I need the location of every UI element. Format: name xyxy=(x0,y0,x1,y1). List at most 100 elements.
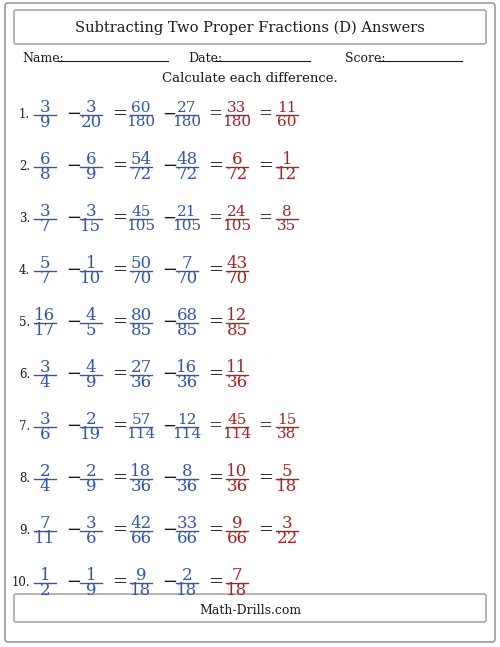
Text: 8.: 8. xyxy=(19,472,30,485)
Text: 2: 2 xyxy=(182,567,192,584)
Text: =: = xyxy=(208,105,222,122)
Text: 60: 60 xyxy=(131,101,151,115)
Text: 12: 12 xyxy=(177,413,197,427)
Text: 114: 114 xyxy=(222,427,252,441)
Text: 15: 15 xyxy=(80,218,102,235)
Text: 8: 8 xyxy=(282,205,292,219)
Text: =: = xyxy=(112,261,127,279)
Text: =: = xyxy=(258,210,272,226)
Text: 60: 60 xyxy=(277,115,297,129)
Text: 33: 33 xyxy=(228,101,246,115)
Text: =: = xyxy=(112,157,127,175)
Text: =: = xyxy=(208,261,223,279)
Text: 18: 18 xyxy=(130,463,152,480)
Text: 6: 6 xyxy=(232,151,242,168)
Text: 180: 180 xyxy=(126,115,156,129)
Text: 22: 22 xyxy=(276,530,297,547)
Text: 9: 9 xyxy=(86,166,96,183)
Text: 45: 45 xyxy=(132,205,150,219)
Text: 3: 3 xyxy=(40,99,50,116)
Text: 7: 7 xyxy=(40,515,50,532)
Text: 9.: 9. xyxy=(19,525,30,538)
Text: =: = xyxy=(112,573,127,591)
Text: 3: 3 xyxy=(40,203,50,220)
Text: 66: 66 xyxy=(226,530,248,547)
Text: 5.: 5. xyxy=(19,316,30,329)
Text: 20: 20 xyxy=(80,114,102,131)
Text: 4: 4 xyxy=(40,478,50,495)
Text: 54: 54 xyxy=(130,151,152,168)
Text: 3: 3 xyxy=(40,359,50,376)
Text: 12: 12 xyxy=(276,166,297,183)
Text: 9: 9 xyxy=(136,567,146,584)
Text: 85: 85 xyxy=(226,322,248,339)
Text: 11: 11 xyxy=(34,530,56,547)
Text: −: − xyxy=(162,521,177,539)
Text: 10: 10 xyxy=(226,463,248,480)
Text: 18: 18 xyxy=(276,478,297,495)
Text: 6: 6 xyxy=(86,151,96,168)
Text: 66: 66 xyxy=(130,530,152,547)
Text: 5: 5 xyxy=(40,255,50,272)
Text: Calculate each difference.: Calculate each difference. xyxy=(162,72,338,85)
Text: =: = xyxy=(112,209,127,227)
Text: 72: 72 xyxy=(226,166,248,183)
Text: −: − xyxy=(66,157,81,175)
Text: −: − xyxy=(66,365,81,383)
Text: 114: 114 xyxy=(126,427,156,441)
Text: =: = xyxy=(208,469,223,487)
Text: 57: 57 xyxy=(132,413,150,427)
Text: 2: 2 xyxy=(40,582,50,599)
Text: 1: 1 xyxy=(282,151,292,168)
Text: 9: 9 xyxy=(232,515,242,532)
Text: Subtracting Two Proper Fractions (D) Answers: Subtracting Two Proper Fractions (D) Ans… xyxy=(75,21,425,35)
Text: Math-Drills.com: Math-Drills.com xyxy=(199,604,301,617)
Text: =: = xyxy=(258,469,273,487)
Text: 72: 72 xyxy=(130,166,152,183)
Text: −: − xyxy=(66,469,81,487)
Text: =: = xyxy=(258,417,272,435)
Text: Name:: Name: xyxy=(22,52,64,65)
Text: 42: 42 xyxy=(130,515,152,532)
Text: 1: 1 xyxy=(40,567,50,584)
Text: 105: 105 xyxy=(126,219,156,233)
Text: 85: 85 xyxy=(176,322,198,339)
Text: −: − xyxy=(66,417,81,435)
Text: 10: 10 xyxy=(80,270,102,287)
Text: 9: 9 xyxy=(86,582,96,599)
Text: =: = xyxy=(112,313,127,331)
Text: 18: 18 xyxy=(226,582,248,599)
Text: =: = xyxy=(258,105,272,122)
Text: =: = xyxy=(112,417,127,435)
Text: 70: 70 xyxy=(176,270,198,287)
Text: Date:: Date: xyxy=(188,52,222,65)
Text: 3: 3 xyxy=(86,203,96,220)
Text: 1: 1 xyxy=(86,567,96,584)
Text: 180: 180 xyxy=(222,115,252,129)
FancyBboxPatch shape xyxy=(5,3,495,642)
Text: 1: 1 xyxy=(86,255,96,272)
Text: −: − xyxy=(66,209,81,227)
Text: −: − xyxy=(162,573,177,591)
Text: 8: 8 xyxy=(182,463,192,480)
Text: 36: 36 xyxy=(176,374,198,391)
Text: 105: 105 xyxy=(172,219,202,233)
Text: 3: 3 xyxy=(40,411,50,428)
Text: −: − xyxy=(66,573,81,591)
FancyBboxPatch shape xyxy=(14,10,486,44)
Text: 10.: 10. xyxy=(12,576,30,589)
Text: 2: 2 xyxy=(86,411,96,428)
Text: =: = xyxy=(208,417,222,435)
Text: =: = xyxy=(208,313,223,331)
Text: 9: 9 xyxy=(86,478,96,495)
Text: =: = xyxy=(208,157,223,175)
Text: 24: 24 xyxy=(227,205,247,219)
Text: 18: 18 xyxy=(130,582,152,599)
Text: 27: 27 xyxy=(130,359,152,376)
Text: 7.: 7. xyxy=(19,421,30,433)
Text: −: − xyxy=(66,521,81,539)
Text: −: − xyxy=(66,313,81,331)
Text: 11: 11 xyxy=(277,101,297,115)
Text: 4: 4 xyxy=(40,374,50,391)
Text: =: = xyxy=(112,365,127,383)
